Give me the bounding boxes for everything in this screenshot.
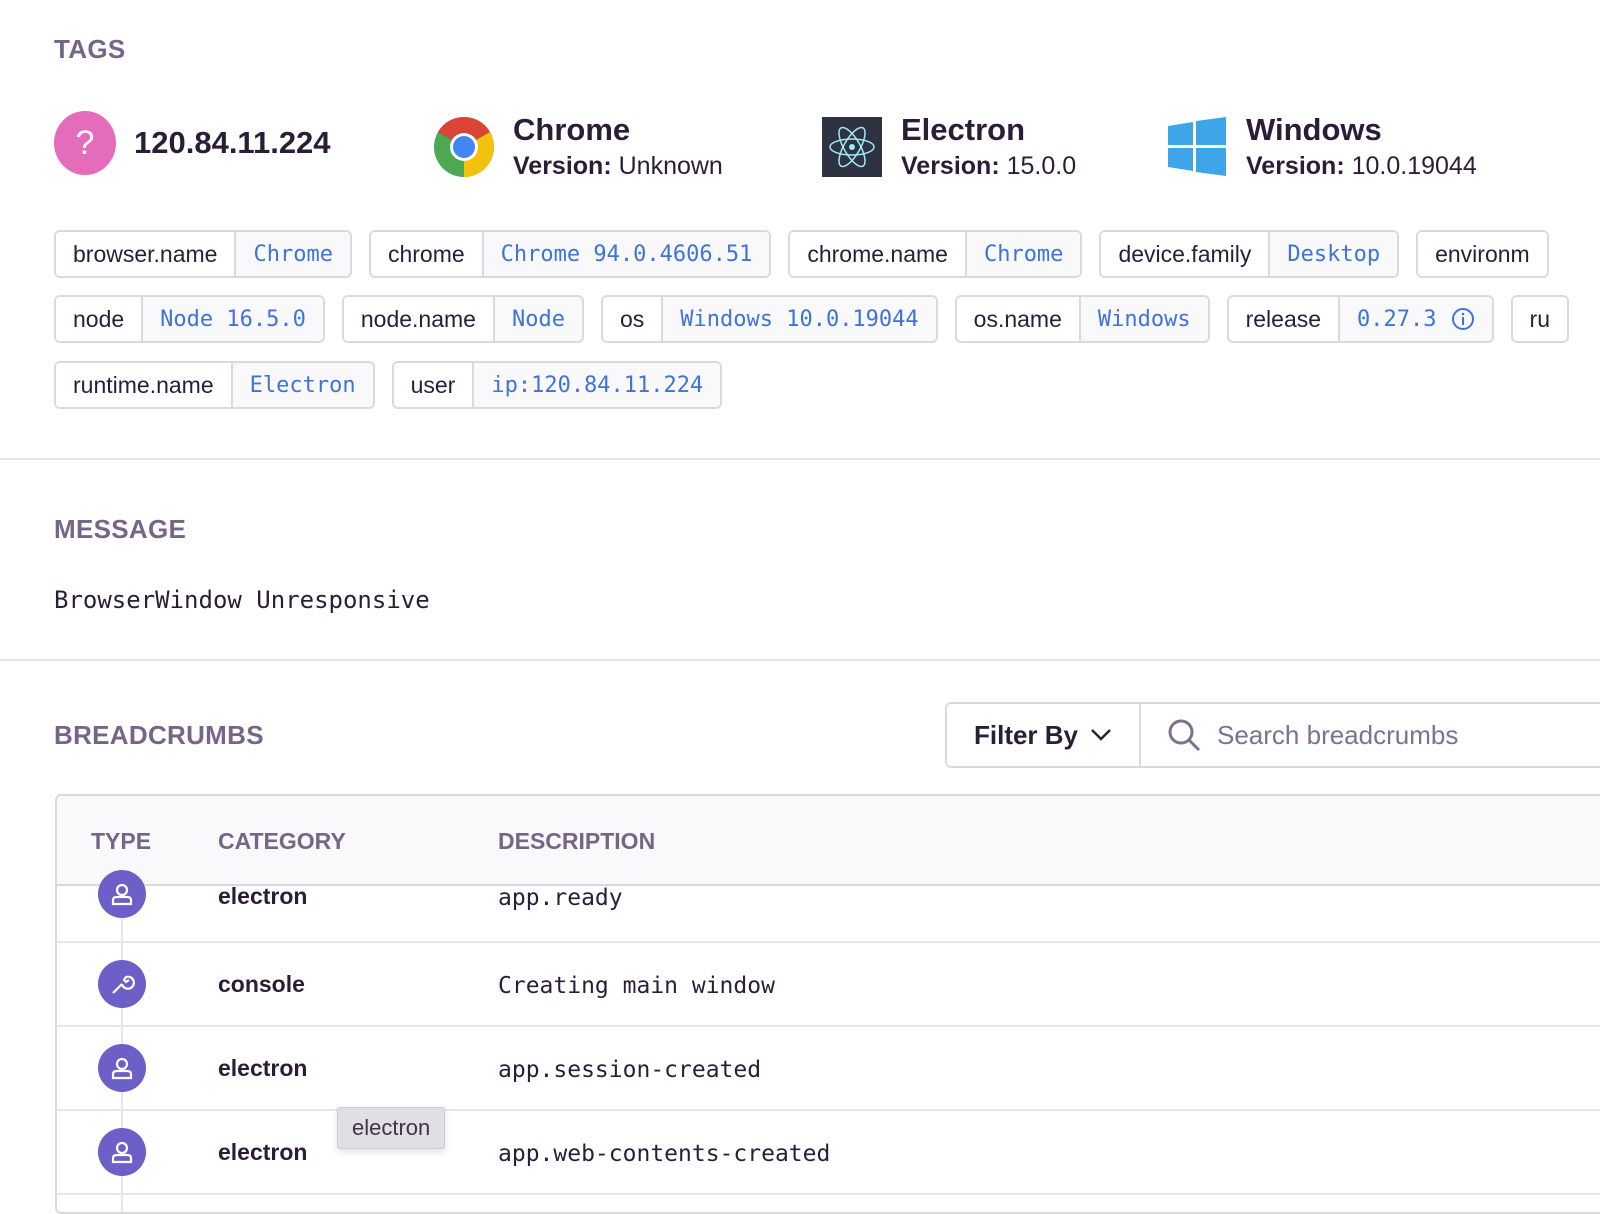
tag-pill[interactable]: ru — [1510, 295, 1569, 343]
tag-value[interactable]: Chrome 94.0.4606.51 — [481, 232, 770, 276]
search-placeholder: Search breadcrumbs — [1217, 719, 1459, 750]
tag-pill[interactable]: environm — [1416, 230, 1549, 278]
search-icon — [1168, 719, 1201, 752]
breadcrumbs-heading: BREADCRUMBS — [54, 720, 264, 750]
column-type: TYPE — [91, 828, 152, 854]
windows-icon — [1166, 116, 1228, 178]
tag-key: release — [1228, 297, 1339, 341]
chrome-icon — [433, 116, 495, 178]
tag-key: browser.name — [56, 232, 235, 276]
tag-key: chrome — [370, 232, 482, 276]
context-title: Windows — [1246, 112, 1382, 147]
tag-pill[interactable]: os.name Windows — [954, 295, 1210, 343]
column-description: DESCRIPTION — [498, 828, 656, 854]
message-heading: MESSAGE — [54, 514, 187, 544]
context-title: Chrome — [513, 112, 631, 147]
context-os: Windows Version: 10.0.19044 — [1166, 112, 1477, 181]
tag-value[interactable]: Electron — [230, 363, 373, 407]
tag-key: node — [56, 297, 142, 341]
filter-by-dropdown[interactable]: Filter By — [945, 702, 1141, 768]
tag-pill[interactable]: browser.name Chrome — [54, 230, 352, 278]
tag-pill[interactable]: device.family Desktop — [1099, 230, 1400, 278]
tag-key: ru — [1512, 297, 1567, 341]
tag-key: os.name — [956, 297, 1079, 341]
table-row[interactable]: electron app.web-contents-created — [57, 1111, 1600, 1195]
category-tooltip: electron — [337, 1107, 446, 1149]
context-runtime: Electron Version: 15.0.0 — [821, 112, 1076, 181]
filter-label: Filter By — [973, 719, 1079, 750]
row-category: electron — [218, 883, 308, 909]
row-description: app.web-contents-created — [498, 1141, 831, 1167]
tag-pill[interactable]: node Node 16.5.0 — [54, 295, 325, 343]
tag-key: user — [393, 363, 473, 407]
release-value: 0.27.3 — [1357, 306, 1437, 332]
tag-value[interactable]: Desktop — [1268, 232, 1398, 276]
tags-heading: TAGS — [54, 34, 126, 64]
info-icon[interactable] — [1451, 307, 1475, 331]
tag-value[interactable]: Chrome — [234, 232, 350, 276]
unknown-user-icon: ? — [54, 111, 116, 175]
tag-value[interactable]: ip:120.84.11.224 — [472, 363, 721, 407]
search-breadcrumbs-input[interactable]: Search breadcrumbs — [1139, 702, 1600, 768]
tag-key: runtime.name — [56, 363, 231, 407]
context-title: Electron — [901, 112, 1026, 147]
row-description: app.ready — [498, 885, 623, 911]
user-icon — [98, 870, 146, 918]
tag-key: device.family — [1101, 232, 1269, 276]
row-category: electron — [218, 1055, 308, 1081]
row-category: console — [218, 971, 305, 997]
table-header: TYPE CATEGORY DESCRIPTION — [57, 796, 1600, 886]
tag-value[interactable]: Node 16.5.0 — [141, 297, 323, 341]
tag-value[interactable]: Node — [492, 297, 582, 341]
version-label: Version: — [513, 152, 612, 180]
user-icon — [98, 1044, 146, 1092]
version-label: Version: — [901, 152, 1000, 180]
tag-value[interactable]: 0.27.3 — [1338, 297, 1492, 341]
tag-value[interactable]: Windows 10.0.19044 — [661, 297, 936, 341]
tag-key: os — [602, 297, 662, 341]
context-user: ? 120.84.11.224 — [54, 111, 331, 175]
column-category: CATEGORY — [218, 828, 346, 854]
row-category: electron — [218, 1139, 308, 1165]
tag-pill[interactable]: chrome.name Chrome — [788, 230, 1083, 278]
tag-pill[interactable]: chrome Chrome 94.0.4606.51 — [368, 230, 772, 278]
tag-pill[interactable]: os Windows 10.0.19044 — [600, 295, 938, 343]
tag-pill[interactable]: user ip:120.84.11.224 — [391, 361, 723, 409]
row-description: app.session-created — [498, 1057, 762, 1083]
user-icon — [98, 1128, 146, 1176]
table-row[interactable]: electron app.ready — [57, 856, 1600, 943]
tag-value[interactable]: Chrome — [964, 232, 1081, 276]
electron-icon — [821, 116, 883, 178]
tag-key: node.name — [343, 297, 493, 341]
section-divider — [0, 458, 1600, 460]
context-title: 120.84.11.224 — [134, 125, 331, 160]
version-value: 15.0.0 — [1006, 152, 1077, 180]
tag-key: environm — [1418, 232, 1547, 276]
tag-pill[interactable]: release 0.27.3 — [1226, 295, 1494, 343]
version-value: 10.0.19044 — [1351, 152, 1477, 180]
chevron-down-icon — [1091, 729, 1111, 741]
table-row[interactable]: electron app.session-created — [57, 1027, 1600, 1111]
breadcrumbs-table: TYPE CATEGORY DESCRIPTION electron app.r… — [55, 794, 1600, 1214]
context-browser: Chrome Version: Unknown — [433, 112, 723, 181]
tag-value[interactable]: Windows — [1078, 297, 1208, 341]
version-value: Unknown — [618, 152, 723, 180]
message-text: BrowserWindow Unresponsive — [54, 586, 430, 614]
section-divider — [0, 659, 1600, 661]
version-label: Version: — [1246, 152, 1345, 180]
wrench-icon — [98, 960, 146, 1008]
tag-pill[interactable]: node.name Node — [341, 295, 584, 343]
tag-key: chrome.name — [790, 232, 965, 276]
row-description: Creating main window — [498, 973, 775, 999]
tag-pill[interactable]: runtime.name Electron — [54, 361, 375, 409]
table-row[interactable]: console Creating main window — [57, 943, 1600, 1027]
